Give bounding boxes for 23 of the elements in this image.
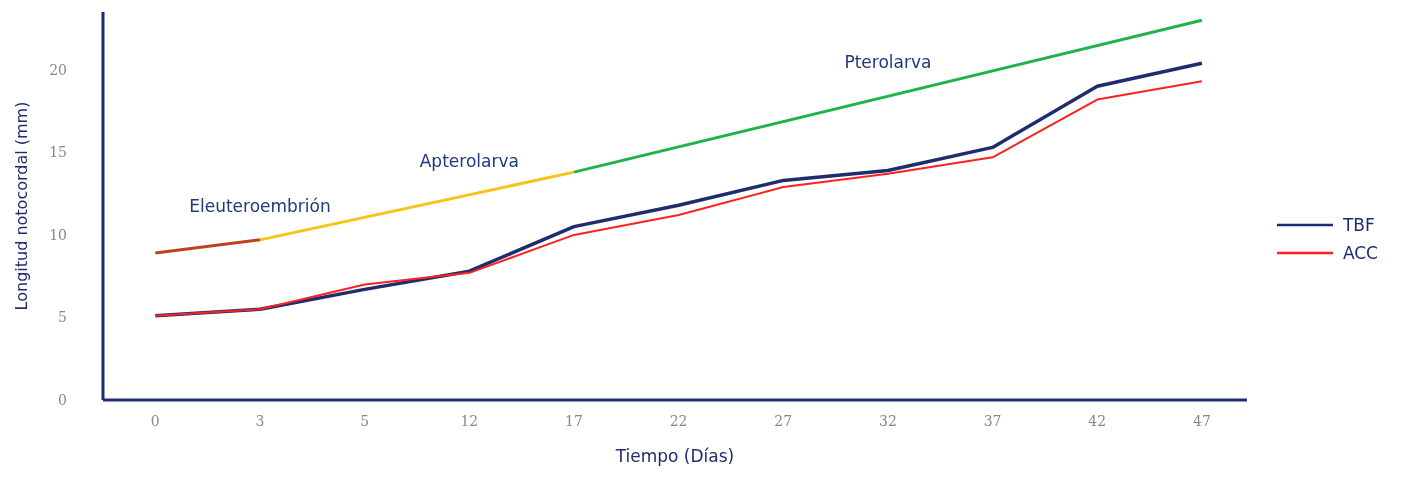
x-tick-label: 22: [669, 412, 688, 429]
annotation: Pterolarva: [844, 52, 932, 73]
x-tick-label: 5: [360, 412, 370, 429]
legend-label: TBF: [1342, 215, 1375, 235]
annotation: Eleuteroembrión: [189, 195, 331, 216]
x-tick-label: 27: [774, 412, 793, 429]
y-tick-label: 0: [58, 391, 67, 408]
y-tick-label: 5: [58, 309, 67, 326]
x-tick-label: 12: [460, 412, 479, 429]
x-tick-label: 17: [565, 412, 583, 429]
y-tick-label: 20: [49, 61, 67, 78]
x-tick-label: 3: [255, 412, 265, 429]
x-tick-label: 37: [983, 412, 1002, 429]
legend-label: ACC: [1342, 243, 1378, 263]
x-tick-label: 32: [879, 412, 897, 429]
x-tick-label: 47: [1193, 412, 1211, 429]
y-tick-label: 15: [49, 144, 67, 161]
y-tick-label: 10: [49, 226, 67, 243]
y-axis-title: Longitud notocordal (mm): [11, 101, 31, 311]
annotation: Apterolarva: [419, 151, 519, 172]
x-tick-label: 0: [150, 412, 160, 429]
x-tick-label: 42: [1088, 412, 1107, 429]
x-axis-title: Tiempo (Días): [614, 446, 735, 466]
